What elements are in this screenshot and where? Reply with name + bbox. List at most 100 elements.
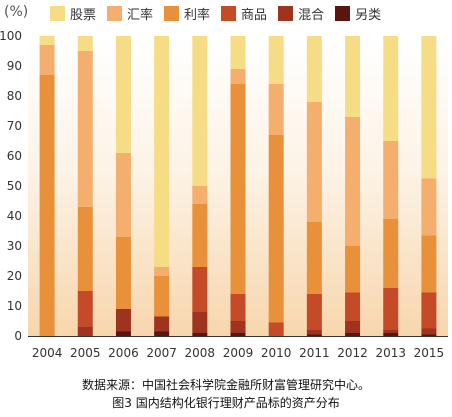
bar-segment-2007-5 xyxy=(154,36,170,267)
legend-label-commodity: 商品 xyxy=(241,7,268,23)
bar-segment-2012-0 xyxy=(345,333,361,336)
bar-segment-2005-5 xyxy=(77,36,93,51)
bar-segment-2012-4 xyxy=(345,117,361,246)
bar-segment-2015-5 xyxy=(421,36,437,179)
bar-segment-2012-3 xyxy=(345,246,361,293)
bar-segment-2005-3 xyxy=(77,207,93,291)
bar-segment-2004-5 xyxy=(39,36,55,45)
bar-segment-2011-3 xyxy=(306,222,322,294)
y-tick-label: 10 xyxy=(7,299,22,313)
bar-segment-2009-4 xyxy=(230,69,246,84)
y-tick-label: 30 xyxy=(7,239,22,253)
x-tick-label: 2008 xyxy=(185,346,216,360)
y-tick-label: 50 xyxy=(7,179,22,193)
y-tick-label: 0 xyxy=(14,329,22,343)
x-tick-label: 2010 xyxy=(261,346,292,360)
legend-swatch-commodity xyxy=(221,5,237,21)
legend-swatch-stock xyxy=(50,5,65,21)
x-tick-labels: 2004 2005 2006 2007 2008 2009 2010 2011 2012 2013… xyxy=(32,346,444,360)
y-tick-label: 20 xyxy=(7,269,22,283)
legend-swatch-rate xyxy=(164,5,180,21)
bar-segment-2006-5 xyxy=(115,36,131,153)
bar-segment-2008-1 xyxy=(192,312,208,333)
bar-segment-2005-2 xyxy=(77,291,93,327)
bar-segment-2013-2 xyxy=(383,288,399,330)
bar-segment-2006-3 xyxy=(115,237,131,309)
bar-segment-2006-1 xyxy=(115,309,131,332)
bar-segment-2011-4 xyxy=(306,102,322,222)
bar-segment-2013-3 xyxy=(383,219,399,288)
bar-segment-2007-0 xyxy=(154,331,170,336)
bar-segment-2015-3 xyxy=(421,235,437,293)
x-tick-label: 2004 xyxy=(32,346,63,360)
legend-label-fx: 汇率 xyxy=(127,7,154,23)
bar-segment-2011-5 xyxy=(306,36,322,102)
legend-swatch-mixed xyxy=(278,5,294,21)
bar-segment-2010-3 xyxy=(268,135,284,323)
figure-caption: 图3 国内结构化银行理财产品标的资产分布 xyxy=(112,396,340,410)
y-tick-label: 60 xyxy=(7,149,22,163)
bar-segment-2009-5 xyxy=(230,36,246,69)
bar-segment-2009-2 xyxy=(230,294,246,321)
bar-segment-2011-1 xyxy=(306,330,322,335)
bar-segment-2011-0 xyxy=(306,334,322,336)
x-tick-label: 2005 xyxy=(70,346,101,360)
bar-segment-2007-4 xyxy=(154,267,170,276)
bar-segment-2007-3 xyxy=(154,276,170,317)
bar-segment-2013-1 xyxy=(383,330,399,333)
legend-label-alternative: 另类 xyxy=(355,7,382,23)
x-tick-label: 2009 xyxy=(223,346,254,360)
bar-segment-2012-1 xyxy=(345,321,361,333)
x-tick-label: 2011 xyxy=(299,346,330,360)
chart-legend: 股票 汇率 利率 商品 混合 另类 xyxy=(50,3,450,23)
bar-segment-2008-0 xyxy=(192,333,208,336)
y-tick-label: 100 xyxy=(0,29,22,43)
y-tick-label: 90 xyxy=(7,59,22,73)
bar-segment-2013-5 xyxy=(383,36,399,141)
bar-segment-2010-2 xyxy=(268,322,284,336)
legend-swatch-fx xyxy=(107,5,123,21)
bar-segment-2008-5 xyxy=(192,36,208,186)
legend-item-stock: 股票 xyxy=(50,4,96,23)
legend-label-stock: 股票 xyxy=(70,7,97,23)
bar-segment-2004-4 xyxy=(39,45,55,75)
bar-segment-2008-3 xyxy=(192,204,208,267)
bars-group xyxy=(39,36,437,336)
y-tick-label: 40 xyxy=(7,209,22,223)
bar-segment-2015-2 xyxy=(421,292,437,329)
y-axis-label: (%) xyxy=(4,4,29,20)
bar-segment-2015-4 xyxy=(421,178,437,236)
bar-segment-2012-2 xyxy=(345,292,361,321)
x-tick-label: 2007 xyxy=(146,346,177,360)
legend-item-fx: 汇率 xyxy=(107,4,153,23)
bar-segment-2009-0 xyxy=(230,333,246,336)
legend-label-rate: 利率 xyxy=(184,7,211,23)
x-tick-label: 2013 xyxy=(375,346,406,360)
bar-segment-2012-5 xyxy=(345,36,361,117)
legend-item-alternative: 另类 xyxy=(335,4,381,23)
bar-segment-2011-2 xyxy=(306,294,322,330)
stacked-bar-chart: 0 10 20 30 40 50 60 70 80 90 100 2004 2005 2006 2007 2… xyxy=(0,29,448,360)
bar-segment-2004-3 xyxy=(39,75,55,336)
y-tick-label: 80 xyxy=(7,89,22,103)
bar-segment-2007-1 xyxy=(154,316,170,332)
bar-segment-2008-4 xyxy=(192,186,208,204)
bar-segment-2005-1 xyxy=(77,327,93,336)
bar-segment-2013-4 xyxy=(383,141,399,219)
data-source-note: 数据来源：中国社会科学院金融所财富管理研究中心。 xyxy=(81,378,370,392)
bar-segment-2013-0 xyxy=(383,333,399,336)
x-tick-label: 2006 xyxy=(108,346,139,360)
legend-label-mixed: 混合 xyxy=(298,7,325,23)
y-tick-label: 70 xyxy=(7,119,22,133)
bar-segment-2006-4 xyxy=(115,153,131,237)
bar-segment-2010-4 xyxy=(268,84,284,135)
bar-segment-2010-5 xyxy=(268,36,284,84)
bar-segment-2005-4 xyxy=(77,51,93,207)
bar-segment-2006-0 xyxy=(115,331,131,336)
y-tick-labels: 0 10 20 30 40 50 60 70 80 90 100 xyxy=(0,29,22,343)
bar-segment-2015-1 xyxy=(421,328,437,335)
x-tick-label: 2015 xyxy=(414,346,445,360)
legend-item-rate: 利率 xyxy=(164,4,210,23)
bar-segment-2009-1 xyxy=(230,321,246,333)
bar-segment-2008-2 xyxy=(192,267,208,312)
